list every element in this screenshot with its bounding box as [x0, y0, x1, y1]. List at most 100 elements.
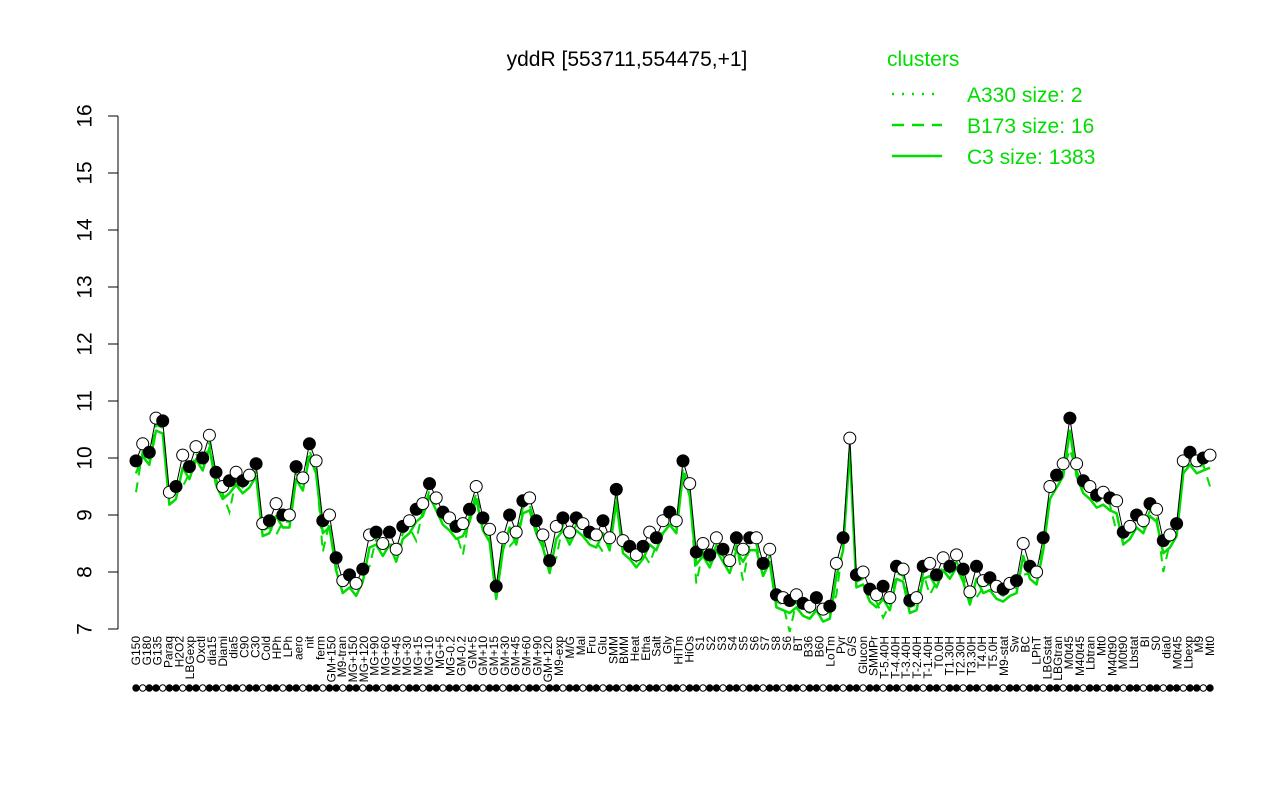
x-tick-label: MG+150: [346, 636, 360, 683]
x-marker: [799, 684, 807, 692]
data-point: [1176, 454, 1190, 468]
x-marker: [485, 684, 494, 692]
x-tick-label: Gly: [661, 636, 675, 654]
data-point: [723, 554, 737, 568]
data-point: [1043, 480, 1057, 493]
x-marker: [272, 684, 280, 692]
data-point: [656, 514, 670, 528]
x-marker: [345, 684, 354, 692]
data-point: [343, 568, 356, 582]
x-marker: [692, 684, 700, 692]
x-marker: [652, 684, 660, 692]
x-tick-label: S5: [737, 636, 751, 651]
data-point: [509, 525, 523, 539]
x-marker: [1186, 684, 1194, 692]
data-point: [910, 591, 923, 605]
data-point: [383, 525, 396, 539]
x-marker: [1206, 684, 1214, 692]
x-marker: [245, 684, 254, 692]
legend-entry-b173: B173 size: 16: [967, 115, 1094, 138]
x-marker: [1032, 684, 1041, 692]
x-marker: [139, 684, 147, 692]
x-marker: [1139, 684, 1148, 692]
x-marker: [425, 684, 434, 692]
x-marker: [585, 684, 594, 692]
x-marker: [966, 684, 974, 692]
x-marker: [972, 684, 981, 692]
x-marker: [599, 684, 607, 692]
x-marker: [492, 684, 500, 692]
data-point: [423, 477, 436, 491]
data-point: [302, 437, 316, 451]
x-marker: [439, 684, 447, 692]
data-point: [222, 474, 236, 488]
x-marker: [1046, 684, 1054, 692]
x-tick-label: ferm: [313, 636, 327, 660]
x-marker: [219, 684, 227, 692]
data-point: [736, 542, 750, 556]
x-tick-label: T5.0H: [986, 636, 1000, 669]
data-point: [549, 519, 563, 533]
x-marker: [632, 684, 640, 692]
x-marker: [312, 684, 320, 692]
x-marker: [759, 684, 767, 692]
data-point: [943, 559, 957, 573]
x-marker: [152, 684, 160, 692]
x-marker: [519, 684, 527, 692]
data-point: [249, 457, 263, 471]
data-point: [823, 599, 837, 613]
x-marker: [839, 684, 847, 692]
x-marker: [545, 684, 554, 692]
x-tick-label: SMMPr: [867, 636, 881, 676]
x-marker: [225, 684, 234, 692]
legend: clusters A330 size: 2 B173 size: 16 C3 s…: [887, 48, 1095, 169]
x-tick-label: S3: [715, 636, 729, 651]
y-tick-label: 12: [74, 332, 97, 355]
x-marker: [165, 684, 174, 692]
x-marker: [899, 684, 907, 692]
data-point: [1203, 448, 1217, 462]
y-tick-label: 13: [74, 275, 97, 298]
data-point: [242, 468, 256, 482]
data-point: [870, 588, 883, 602]
x-marker: [946, 684, 954, 692]
x-marker: [772, 684, 781, 692]
x-marker: [786, 684, 794, 692]
x-marker: [465, 684, 474, 692]
x-marker: [319, 684, 327, 692]
x-tick-label: MG+10: [422, 636, 436, 676]
x-tick-label: MG+120: [357, 636, 371, 683]
cluster-line-c3: [134, 429, 1211, 623]
x-marker: [999, 684, 1007, 692]
x-tick-label: GM+15: [487, 636, 501, 676]
data-point: [749, 531, 763, 545]
x-tick-label: MG+60: [379, 636, 393, 676]
data-point: [829, 556, 843, 570]
x-marker: [1106, 684, 1114, 692]
x-marker: [445, 684, 454, 692]
data-point: [1163, 528, 1177, 542]
x-tick-label: Glu: [596, 636, 610, 655]
x-tick-label: S8: [769, 636, 783, 651]
x-marker: [1072, 684, 1081, 692]
x-tick-label: GM+5: [465, 636, 479, 669]
x-marker: [392, 684, 400, 692]
x-marker: [939, 684, 947, 692]
x-marker: [472, 684, 480, 692]
x-tick-label: nit: [303, 635, 317, 648]
x-marker: [919, 684, 927, 692]
data-point: [1083, 480, 1097, 493]
x-marker: [1152, 684, 1161, 692]
x-tick-label: Fru: [585, 636, 599, 654]
x-tick-label: aero: [292, 636, 306, 660]
data-point: [282, 508, 296, 522]
x-tick-label: H2O2: [172, 636, 186, 668]
x-tick-label: T-5.40H: [878, 636, 892, 679]
x-tick-label: S6: [780, 636, 794, 651]
x-marker: [565, 684, 574, 692]
data-point: [289, 460, 303, 474]
x-tick-label: MG+45: [389, 636, 403, 676]
x-marker: [926, 684, 934, 692]
x-tick-label: BMM: [617, 636, 631, 664]
